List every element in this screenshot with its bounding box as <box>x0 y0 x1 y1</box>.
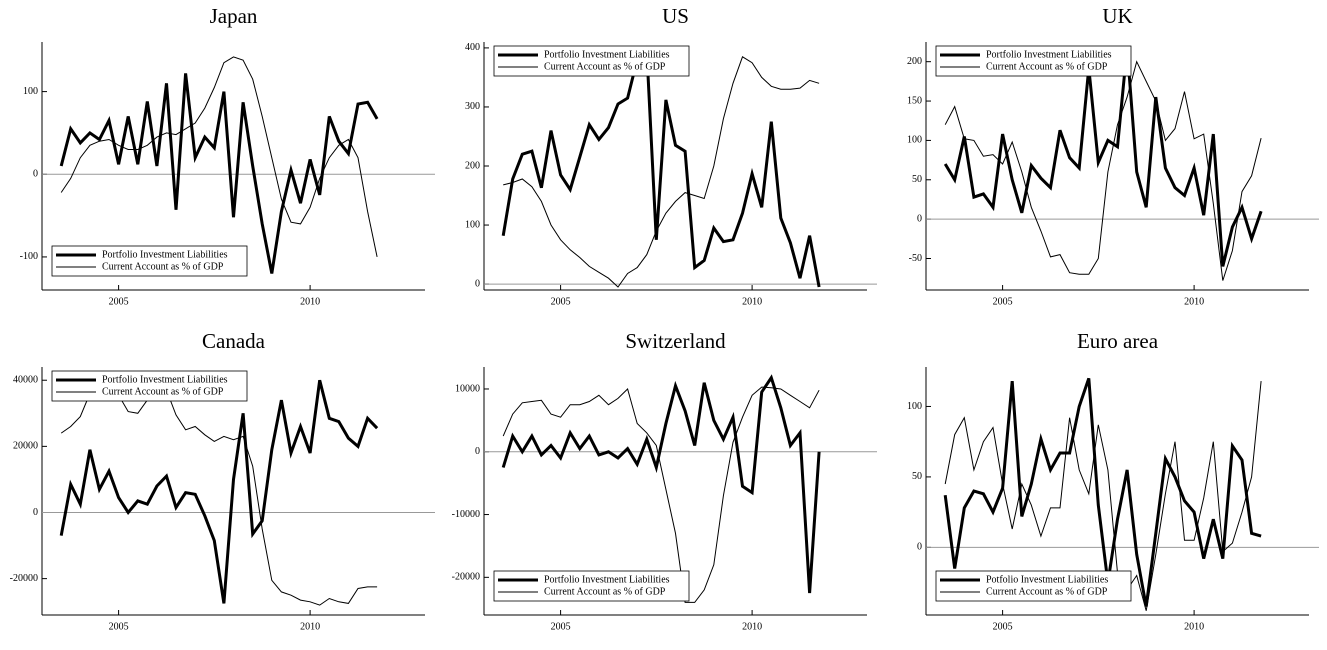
legend-label: Potfolio Investment Liabilities <box>986 574 1108 585</box>
chart-panel: Euro area 0 50 100 2005 2010 Potfolio Investme… <box>907 329 1319 632</box>
x-tick-label: 2005 <box>109 296 129 307</box>
legend-label: Current Account as % of GDP <box>986 586 1108 597</box>
y-tick-label: 400 <box>465 42 480 53</box>
y-tick-label: 50 <box>912 174 922 185</box>
series-line <box>944 60 1262 281</box>
y-tick-label: 10000 <box>455 383 480 394</box>
chart-title: Switzerland <box>625 329 726 353</box>
legend-box <box>493 570 690 602</box>
legend-label: Current Account as % of GDP <box>986 61 1108 72</box>
series-line <box>60 56 378 258</box>
y-tick-label: 0 <box>475 446 480 457</box>
y-tick-label: 0 <box>33 169 38 180</box>
y-tick-label: 50 <box>912 471 922 482</box>
y-tick-label: 100 <box>23 86 38 97</box>
legend-box <box>935 570 1132 602</box>
series-line <box>59 379 379 604</box>
y-tick-label: -100 <box>20 251 38 262</box>
series-line <box>943 47 1263 267</box>
y-tick-label: -10000 <box>452 509 480 520</box>
x-tick-label: 2010 <box>300 296 320 307</box>
series-line <box>502 386 820 603</box>
x-tick-label: 2005 <box>551 296 571 307</box>
x-tick-label: 2005 <box>109 621 129 632</box>
chart-title: US <box>662 4 689 28</box>
chart-title: UK <box>1102 4 1132 28</box>
legend-box <box>935 45 1132 77</box>
legend-box <box>51 245 248 277</box>
chart-title: Canada <box>202 329 266 353</box>
chart-panel: Canada -20000 0 20000 40000 2005 2010 Portfolio… <box>10 329 435 632</box>
y-tick-label: 0 <box>917 542 922 553</box>
y-tick-label: 100 <box>465 219 480 230</box>
series-line <box>501 47 821 288</box>
series-line <box>943 377 1262 607</box>
y-tick-label: 100 <box>907 135 922 146</box>
legend-label: Portfolio Investment Liabilities <box>544 574 670 585</box>
chart-title: Japan <box>210 4 258 28</box>
legend-label: Portfolio Investment Liabilities <box>102 374 228 385</box>
y-tick-label: 100 <box>907 401 922 412</box>
x-tick-label: 2010 <box>742 296 762 307</box>
legend-label: Portfolio Investment Liabilities <box>986 49 1112 60</box>
legend-label: Portfolio Investment Liabilities <box>102 249 228 260</box>
chart-panel: US 0 100 200 300 400 2005 2010 Portfolio Investm… <box>465 4 877 307</box>
legend-box <box>493 45 690 77</box>
y-tick-label: 40000 <box>13 375 38 386</box>
x-tick-label: 2010 <box>742 621 762 632</box>
y-tick-label: 0 <box>33 507 38 518</box>
legend-label: Current Account as % of GDP <box>102 386 224 397</box>
legend-label: Portfolio Investment Liabilities <box>544 49 670 60</box>
x-tick-label: 2005 <box>993 296 1013 307</box>
y-tick-label: 20000 <box>13 441 38 452</box>
legend-label: Current Account as % of GDP <box>544 61 666 72</box>
y-tick-label: 0 <box>475 278 480 289</box>
x-tick-label: 2005 <box>993 621 1013 632</box>
chart-panel: Japan -100 0 100 2005 2010 Portfolio Investmen… <box>20 4 435 307</box>
y-tick-label: 150 <box>907 95 922 106</box>
series-line <box>503 56 820 288</box>
series-line <box>944 381 1262 611</box>
legend-label: Current Account as % of GDP <box>102 261 224 272</box>
legend-label: Current Account as % of GDP <box>544 586 666 597</box>
y-tick-label: -20000 <box>10 573 38 584</box>
y-tick-label: 300 <box>465 101 480 112</box>
y-tick-label: 0 <box>917 213 922 224</box>
x-tick-label: 2005 <box>551 621 571 632</box>
x-tick-label: 2010 <box>1184 621 1204 632</box>
x-tick-label: 2010 <box>1184 296 1204 307</box>
chart-title: Euro area <box>1077 329 1159 353</box>
y-tick-label: -50 <box>909 253 922 264</box>
chart-panel: Switzerland -20000 -10000 0 10000 2005 2010 Por… <box>452 329 877 632</box>
chart-panel: UK -50 0 50 100 150 200 2005 2010 Portfolio Inves… <box>907 4 1319 307</box>
x-tick-label: 2010 <box>300 621 320 632</box>
legend-box <box>51 370 248 402</box>
y-tick-label: 200 <box>465 160 480 171</box>
y-tick-label: -20000 <box>452 572 480 583</box>
series-line <box>59 73 379 274</box>
series-line <box>501 374 821 594</box>
y-tick-label: 200 <box>907 56 922 67</box>
